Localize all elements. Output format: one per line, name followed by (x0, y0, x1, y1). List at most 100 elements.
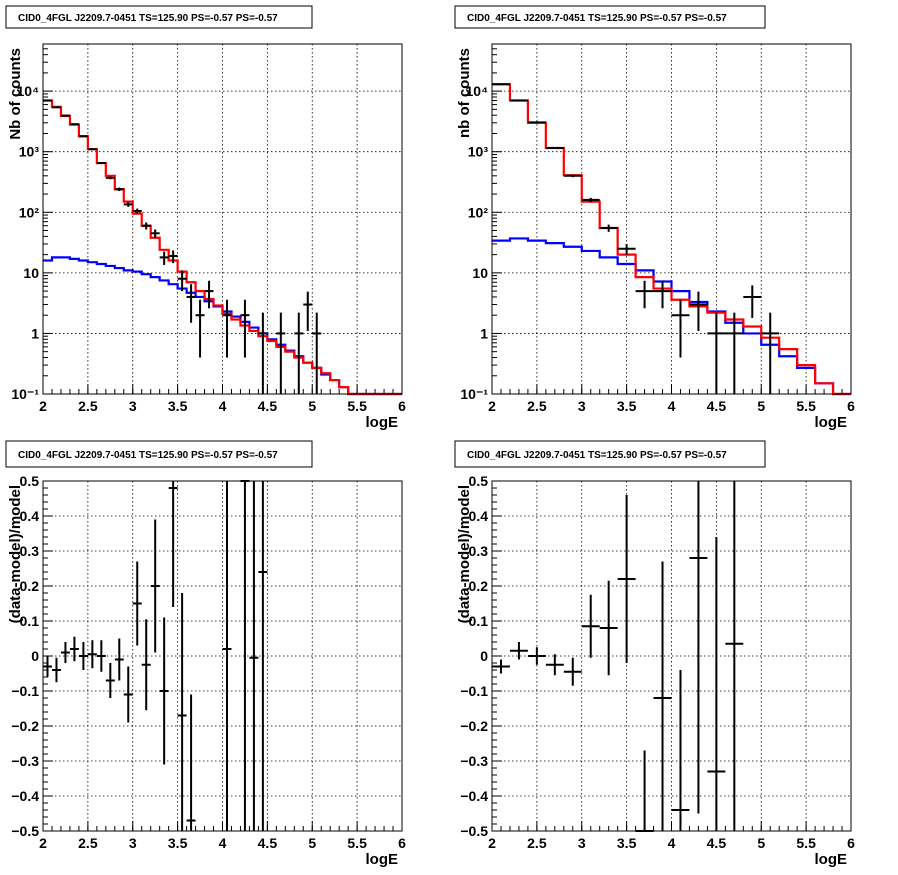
data-point (707, 312, 726, 394)
data-point (743, 285, 762, 318)
x-axis-label: logE (815, 851, 848, 868)
y-tick-label: 0.4 (469, 508, 489, 524)
x-tick-label: 4.5 (707, 398, 727, 414)
data-point (240, 299, 250, 358)
x-tick-label: 5.5 (347, 398, 367, 414)
data-point (60, 642, 70, 663)
y-tick-label: 0 (480, 648, 488, 664)
x-tick-label: 4 (219, 398, 227, 414)
data-point (671, 670, 690, 831)
chart-title: CID0_4FGL J2209.7-0451 TS=125.90 PS=-0.5… (467, 13, 727, 24)
y-tick-label: 1 (31, 325, 39, 341)
data-point (689, 481, 708, 814)
data-point (69, 123, 79, 126)
data-point (87, 640, 97, 669)
data-point (527, 121, 546, 124)
data-point (204, 280, 214, 309)
x-tick-label: 2 (39, 835, 47, 851)
x-tick-label: 2 (488, 398, 496, 414)
data-point (303, 291, 313, 331)
y-tick-label: −0.1 (460, 683, 488, 699)
data-point (581, 594, 600, 658)
data-point (132, 208, 142, 214)
chart-title: CID0_4FGL J2209.7-0451 TS=125.90 PS=-0.5… (467, 450, 727, 461)
x-tick-label: 5 (308, 835, 316, 851)
x-tick-label: 3 (578, 835, 586, 851)
data-point (186, 284, 196, 323)
x-tick-label: 6 (398, 835, 406, 851)
data-point (141, 619, 151, 711)
data-point (51, 106, 61, 109)
x-tick-label: 2.5 (527, 835, 547, 851)
x-tick-label: 2.5 (527, 398, 547, 414)
data-point (114, 638, 124, 681)
y-tick-label: −0.1 (11, 683, 39, 699)
x-tick-label: 5.5 (796, 835, 816, 851)
y-tick-label: −0.3 (460, 753, 488, 769)
x-tick-label: 5 (308, 398, 316, 414)
data-point (599, 580, 618, 676)
data-point (545, 147, 564, 150)
data-point (635, 280, 654, 309)
y-axis-label: (data-model)/model (7, 485, 24, 623)
data-point (635, 750, 654, 832)
data-point (617, 243, 636, 255)
y-tick-label: 10² (468, 204, 489, 220)
data-point (195, 299, 205, 358)
panel-1: CID0_4FGL J2209.7-0451 TS=125.90 PS=-0.5… (5, 5, 406, 431)
data-point (78, 135, 88, 138)
y-tick-label: 10⁴ (466, 83, 489, 99)
data-point (114, 187, 124, 192)
data-point (105, 663, 115, 698)
x-tick-label: 4.5 (707, 835, 727, 851)
data-point (222, 299, 232, 358)
background-model-line (43, 256, 402, 396)
x-tick-label: 4.5 (258, 398, 278, 414)
data-point (653, 561, 672, 831)
panel-3: CID0_4FGL J2209.7-0451 TS=125.90 PS=-0.5… (5, 440, 406, 868)
y-tick-label: 10 (472, 265, 488, 281)
data-point (689, 291, 708, 331)
data-point (545, 654, 564, 676)
data-point (159, 251, 169, 265)
data-point (132, 561, 142, 646)
data-point (123, 202, 133, 207)
plot-frame (491, 43, 852, 395)
y-tick-label: 10² (19, 204, 40, 220)
data-point (60, 114, 70, 117)
y-tick-label: 10 (23, 265, 39, 281)
x-tick-label: 5 (757, 398, 765, 414)
data-point (527, 647, 546, 665)
data-point (581, 197, 600, 203)
data-point (599, 224, 618, 232)
data-point (761, 312, 780, 394)
x-tick-label: 5.5 (796, 398, 816, 414)
y-tick-label: −0.5 (11, 823, 39, 839)
background-model-line (492, 237, 851, 396)
data-point (492, 659, 510, 674)
y-tick-label: −0.4 (11, 788, 39, 804)
data-point (96, 162, 106, 165)
title-box (454, 440, 766, 468)
x-axis-label: logE (366, 414, 399, 431)
data-point (725, 481, 744, 831)
data-point (69, 636, 79, 662)
y-tick-label: 0.1 (20, 613, 40, 629)
x-tick-label: 2 (39, 398, 47, 414)
data-point (51, 657, 61, 683)
data-point (671, 299, 690, 358)
y-tick-label: 10⁻¹ (11, 386, 39, 402)
y-tick-label: −0.2 (11, 718, 39, 734)
data-point (186, 694, 196, 831)
data-point (105, 176, 115, 180)
data-point (177, 270, 187, 292)
x-tick-label: 3.5 (168, 835, 188, 851)
data-point (617, 495, 636, 663)
x-tick-label: 6 (847, 835, 855, 851)
data-point (509, 99, 528, 102)
data-point (725, 312, 744, 394)
x-tick-label: 6 (847, 398, 855, 414)
y-tick-label: −0.5 (460, 823, 488, 839)
x-tick-label: 2.5 (78, 835, 98, 851)
data-point (141, 222, 151, 230)
